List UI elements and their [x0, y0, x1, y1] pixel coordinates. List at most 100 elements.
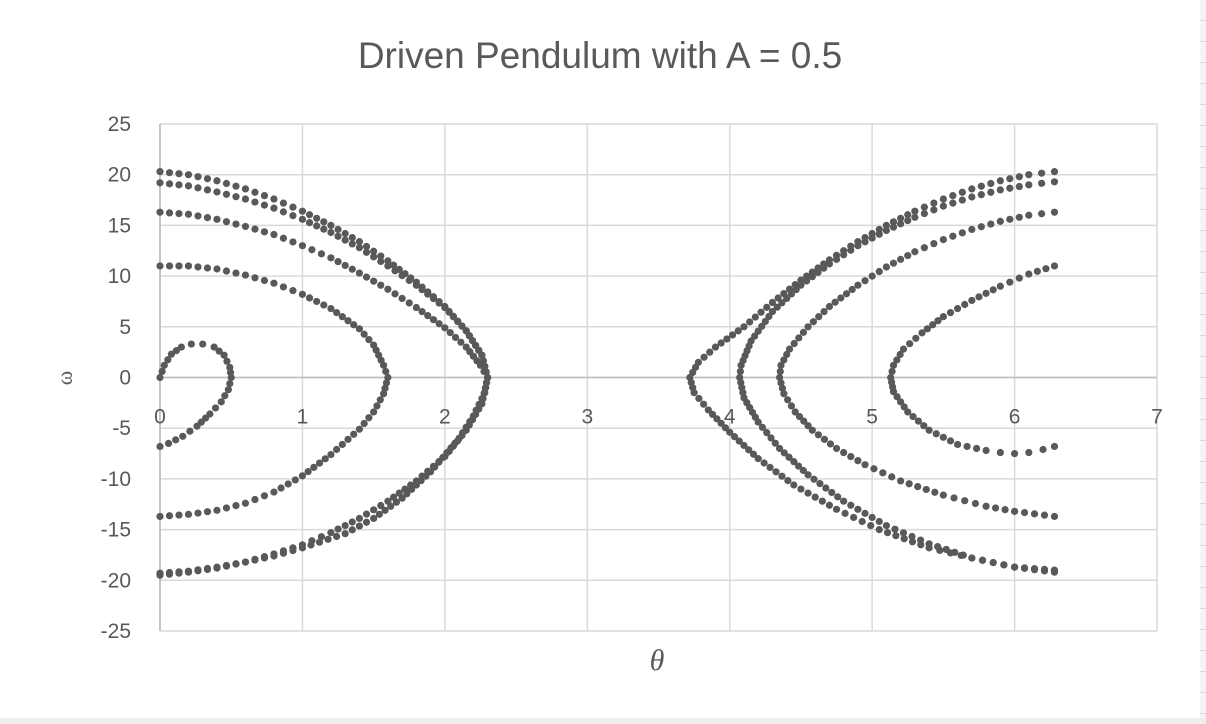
- data-point: [1038, 169, 1046, 177]
- data-point: [454, 437, 462, 445]
- data-point: [785, 285, 794, 293]
- data-point: [737, 361, 745, 369]
- data-point: [429, 293, 438, 301]
- data-point: [889, 259, 898, 267]
- data-point: [897, 477, 905, 485]
- data-point: [800, 417, 808, 425]
- data-point: [775, 444, 784, 453]
- data-point: [840, 448, 848, 457]
- data-point: [784, 476, 792, 485]
- data-point: [909, 412, 917, 421]
- data-point: [194, 212, 202, 220]
- data-point: [194, 173, 202, 181]
- data-point: [958, 229, 966, 237]
- data-point: [774, 294, 782, 302]
- data-point: [241, 271, 250, 279]
- data-point: [740, 323, 748, 331]
- y-tick-label: -10: [101, 468, 131, 491]
- data-point: [939, 202, 947, 210]
- data-point: [811, 493, 819, 501]
- data-point: [241, 222, 250, 231]
- data-point: [1025, 171, 1033, 179]
- data-point: [804, 471, 812, 479]
- data-point: [449, 312, 458, 320]
- data-point: [284, 480, 292, 488]
- data-point: [260, 553, 269, 561]
- data-point: [879, 469, 887, 477]
- data-point: [958, 188, 966, 196]
- data-point: [939, 491, 947, 499]
- y-tick-label: -25: [101, 620, 131, 643]
- data-point: [1050, 208, 1059, 216]
- data-point: [184, 510, 193, 518]
- data-point: [1020, 564, 1029, 572]
- data-point: [832, 505, 841, 513]
- data-point: [441, 302, 449, 311]
- data-point: [305, 219, 314, 227]
- sheet-bottom-strip: [0, 718, 1206, 724]
- data-point: [305, 294, 314, 302]
- data-point: [931, 488, 939, 496]
- data-point: [308, 246, 316, 254]
- data-point: [977, 223, 985, 231]
- data-point: [382, 379, 391, 387]
- data-point: [241, 558, 250, 566]
- data-point: [936, 546, 944, 554]
- data-point: [338, 313, 346, 321]
- data-point: [355, 244, 363, 252]
- data-point: [854, 281, 862, 289]
- data-point: [341, 521, 349, 530]
- data-point: [875, 526, 883, 534]
- data-point: [184, 262, 193, 270]
- data-point: [914, 483, 922, 491]
- data-point: [772, 468, 780, 476]
- data-point: [775, 373, 784, 382]
- data-point: [370, 277, 378, 285]
- data-point: [310, 463, 318, 471]
- data-point: [333, 309, 341, 317]
- data-point: [441, 324, 449, 332]
- data-point: [968, 193, 976, 201]
- x-tick-label: 1: [297, 406, 309, 429]
- data-point: [930, 240, 938, 248]
- data-point: [324, 535, 332, 543]
- data-point: [395, 489, 403, 497]
- data-point: [914, 417, 923, 425]
- data-point: [982, 502, 990, 510]
- data-point: [763, 303, 771, 311]
- data-point: [780, 390, 788, 398]
- data-point: [949, 192, 957, 200]
- data-point: [289, 211, 297, 220]
- data-point: [842, 290, 851, 298]
- data-point: [341, 229, 349, 238]
- data-point: [922, 485, 930, 494]
- data-point: [172, 436, 180, 444]
- data-point: [709, 410, 717, 419]
- data-point: [1006, 278, 1014, 286]
- data-point: [156, 373, 164, 382]
- data-point: [735, 437, 743, 445]
- data-point: [165, 169, 174, 177]
- data-point: [847, 242, 855, 250]
- data-point: [766, 463, 774, 472]
- data-point: [939, 195, 947, 203]
- data-point: [424, 288, 432, 296]
- data-point: [690, 389, 698, 397]
- data-point: [334, 225, 342, 234]
- data-point: [968, 296, 976, 305]
- data-point: [156, 208, 164, 216]
- data-point: [832, 251, 841, 259]
- data-point: [939, 433, 947, 441]
- data-point: [971, 499, 980, 508]
- data-point: [193, 422, 201, 430]
- data-point: [889, 223, 898, 231]
- data-point: [790, 458, 798, 466]
- data-point: [734, 327, 742, 335]
- data-point: [809, 318, 817, 326]
- data-point: [1030, 565, 1039, 573]
- data-point: [828, 488, 836, 497]
- data-point: [704, 406, 712, 414]
- y-tick-label: 25: [108, 113, 131, 136]
- data-point: [184, 171, 193, 179]
